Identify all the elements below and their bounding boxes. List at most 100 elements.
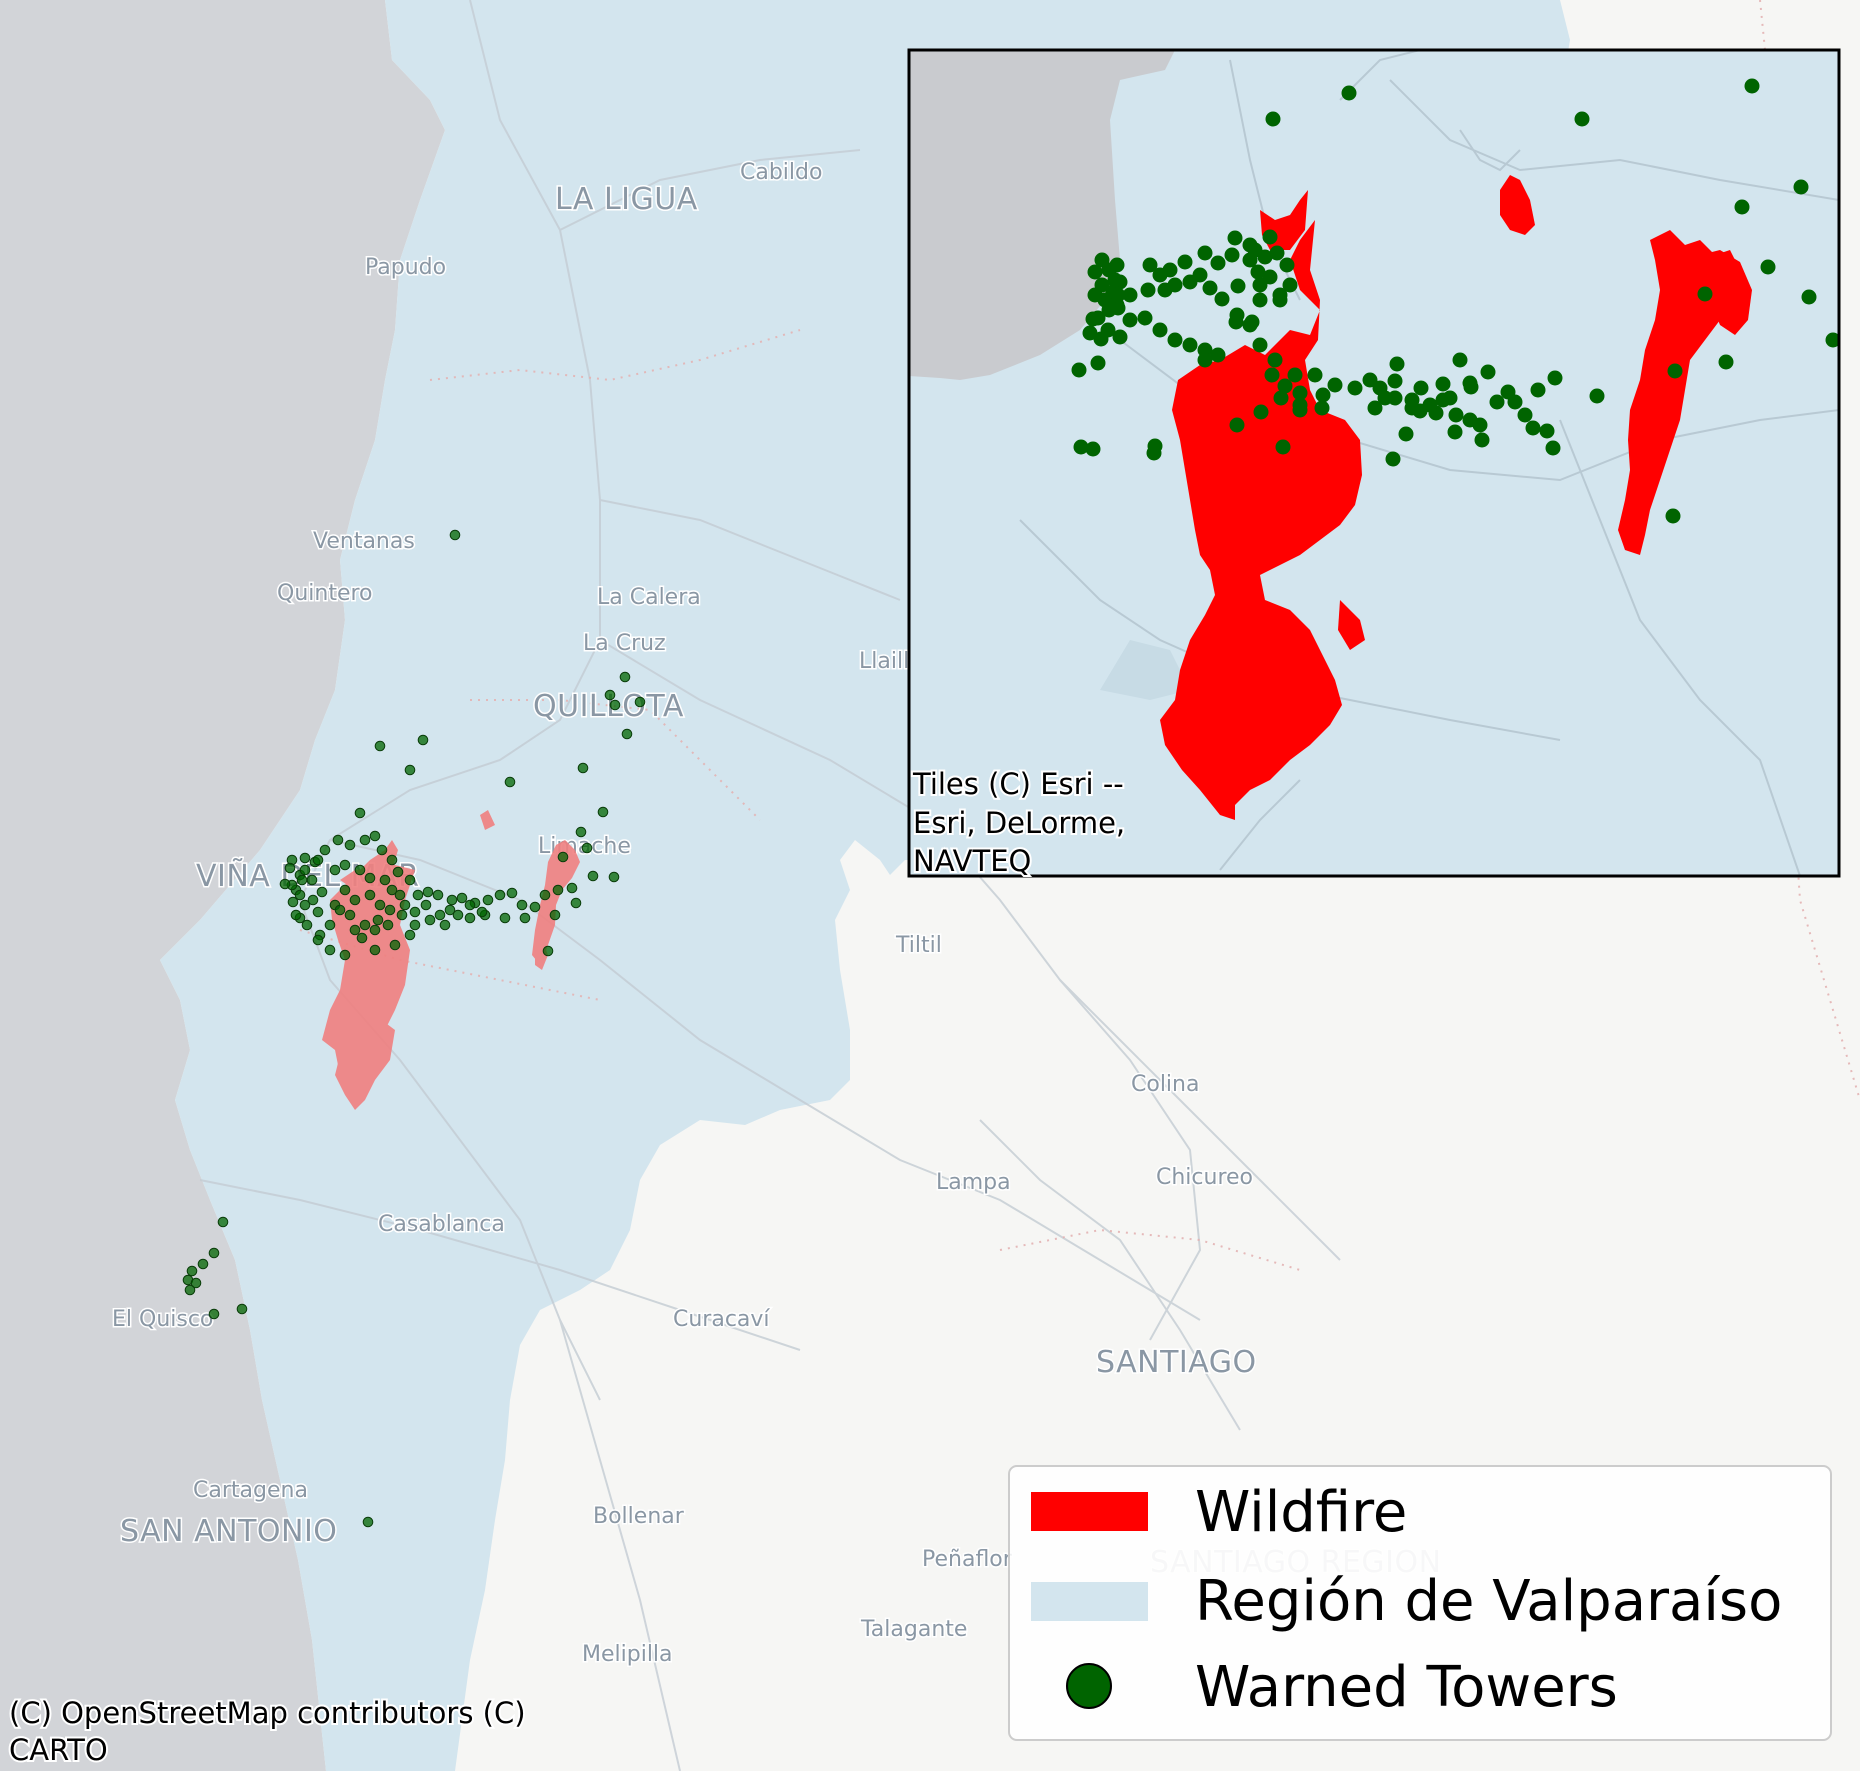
tower-marker bbox=[1389, 356, 1405, 372]
place-label: Chicureo bbox=[1156, 1165, 1253, 1190]
tower-marker bbox=[217, 1216, 229, 1228]
tower-marker bbox=[1377, 390, 1393, 406]
main-attribution-line-2: CARTO bbox=[9, 1733, 108, 1767]
tower-marker bbox=[1247, 242, 1263, 258]
tower-marker bbox=[1315, 387, 1331, 403]
tower-marker bbox=[1152, 322, 1168, 338]
tower-marker bbox=[404, 874, 416, 886]
place-label: Cartagena bbox=[193, 1478, 308, 1503]
tower-marker bbox=[307, 894, 319, 906]
region-valparaiso bbox=[160, 0, 905, 1771]
tower-marker bbox=[1228, 314, 1244, 330]
tower-marker bbox=[529, 901, 541, 913]
tower-marker bbox=[1182, 337, 1198, 353]
tower-marker bbox=[1404, 392, 1420, 408]
tower-marker bbox=[1545, 440, 1561, 456]
tower-marker bbox=[1197, 245, 1213, 261]
tower-marker bbox=[1252, 277, 1268, 293]
tower-marker bbox=[634, 696, 646, 708]
tower-marker bbox=[1793, 179, 1809, 195]
tower-marker bbox=[1489, 394, 1505, 410]
tower-marker bbox=[1093, 331, 1109, 347]
inset-ocean bbox=[909, 50, 1175, 380]
tower-marker bbox=[389, 939, 401, 951]
place-label: Papudo bbox=[365, 255, 446, 280]
tower-marker bbox=[1292, 402, 1308, 418]
wildfire-legend-label: Wildfire bbox=[1195, 1480, 1407, 1545]
tower-marker bbox=[1398, 426, 1414, 442]
tower-marker bbox=[344, 839, 356, 851]
tower-marker bbox=[1435, 376, 1451, 392]
tower-marker bbox=[1447, 424, 1463, 440]
tower-marker bbox=[1082, 325, 1098, 341]
legend: Wildfire Región de Valparaíso Warned Tow… bbox=[1008, 1465, 1832, 1741]
tower-marker bbox=[329, 864, 341, 876]
tower-marker bbox=[1224, 247, 1240, 263]
tower-marker bbox=[324, 919, 336, 931]
tower-marker bbox=[392, 866, 404, 878]
wildfire-legend-swatch bbox=[1031, 1492, 1148, 1531]
tower-marker bbox=[1210, 255, 1226, 271]
tower-marker bbox=[1413, 380, 1429, 396]
tower-marker bbox=[424, 914, 436, 926]
place-label: La Cruz bbox=[583, 631, 666, 656]
tower-marker bbox=[374, 740, 386, 752]
tower-marker bbox=[299, 864, 311, 876]
tower-marker bbox=[1094, 252, 1110, 268]
inset-attribution-line-1: Tiles (C) Esri -- bbox=[912, 767, 1124, 801]
tower-marker bbox=[301, 919, 313, 931]
tower-marker bbox=[609, 699, 621, 711]
tower-marker bbox=[1825, 332, 1839, 348]
place-label: El Quisco bbox=[112, 1307, 213, 1332]
tower-marker bbox=[1547, 370, 1563, 386]
tower-marker bbox=[1760, 259, 1776, 275]
place-label: Casablanca bbox=[378, 1212, 505, 1237]
tower-marker bbox=[369, 830, 381, 842]
tower-marker bbox=[1210, 347, 1226, 363]
tower-marker bbox=[1539, 423, 1555, 439]
tower-marker bbox=[1314, 400, 1330, 416]
tower-marker bbox=[608, 871, 620, 883]
tower-marker bbox=[439, 919, 451, 931]
tower-marker bbox=[446, 894, 458, 906]
tower-marker bbox=[184, 1284, 196, 1296]
tower-marker bbox=[1122, 312, 1138, 328]
tower-marker bbox=[1157, 282, 1173, 298]
tower-marker bbox=[339, 949, 351, 961]
tower-marker bbox=[1462, 412, 1478, 428]
place-label: Curacaví bbox=[673, 1307, 770, 1332]
tower-marker bbox=[349, 894, 361, 906]
tower-marker bbox=[542, 945, 554, 957]
tower-marker bbox=[362, 1516, 374, 1528]
tower-marker bbox=[1085, 311, 1101, 327]
tower-marker bbox=[1474, 432, 1490, 448]
tower-marker bbox=[1367, 400, 1383, 416]
tower-marker bbox=[1110, 287, 1126, 303]
tower-marker bbox=[1341, 85, 1357, 101]
tower-marker bbox=[432, 889, 444, 901]
tower-marker bbox=[1214, 291, 1230, 307]
tower-marker bbox=[396, 909, 408, 921]
tower-marker bbox=[619, 671, 631, 683]
place-label: Tiltil bbox=[895, 933, 942, 958]
tower-marker bbox=[1262, 229, 1278, 245]
place-label: Cabildo bbox=[740, 160, 822, 185]
tower-marker bbox=[197, 1258, 209, 1270]
tower-marker bbox=[1279, 257, 1295, 273]
tower-marker bbox=[287, 896, 299, 908]
legend-box bbox=[1008, 1465, 1832, 1741]
tower-marker bbox=[1507, 394, 1523, 410]
tower-marker bbox=[452, 909, 464, 921]
place-label: Melipilla bbox=[582, 1642, 673, 1667]
tower-marker bbox=[306, 874, 318, 886]
wildfire-area-inset bbox=[1160, 175, 1752, 820]
tower-marker bbox=[294, 889, 306, 901]
tower-marker bbox=[359, 919, 371, 931]
tower-marker bbox=[409, 906, 421, 918]
tower-marker bbox=[324, 944, 336, 956]
towers-legend-marker bbox=[1066, 1663, 1112, 1709]
tower-marker bbox=[1202, 280, 1218, 296]
tower-marker bbox=[1177, 254, 1193, 270]
place-label: Lampa bbox=[936, 1170, 1011, 1195]
tower-marker bbox=[575, 826, 587, 838]
